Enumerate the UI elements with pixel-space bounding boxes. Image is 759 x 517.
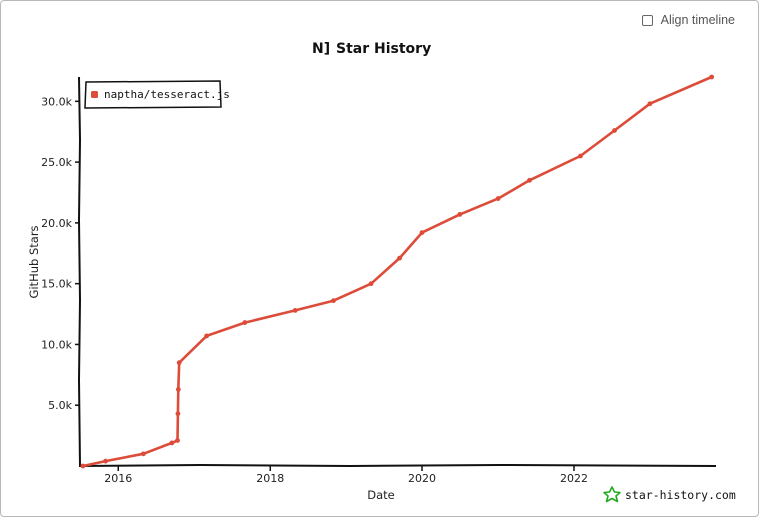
align-timeline-label: Align timeline (660, 13, 735, 27)
y-axis-line (77, 76, 82, 467)
data-point[interactable] (169, 440, 175, 446)
y-axis-ticks: 5.0k 10.0k 15.0k 20.0k 25.0k 30.0k (41, 95, 80, 412)
y-tick-label: 10.0k (41, 338, 72, 351)
x-axis-ticks: 2016 2018 2020 2022 (104, 466, 588, 485)
brand-text: star-history.com (625, 488, 736, 502)
x-axis-line (78, 463, 717, 468)
align-timeline-checkbox[interactable] (641, 14, 653, 26)
legend-box (84, 80, 222, 109)
chart-legend: naptha/tesseract.js (84, 80, 230, 109)
data-point[interactable] (80, 463, 86, 469)
chart-logo-icon: N] (312, 41, 330, 57)
data-point[interactable] (419, 230, 425, 236)
data-point[interactable] (397, 255, 402, 261)
data-point[interactable] (368, 281, 374, 287)
x-axis-label: Date (367, 488, 395, 502)
data-point[interactable] (527, 177, 532, 183)
align-timeline-toggle[interactable]: Align timeline (641, 13, 735, 27)
y-tick-label: 15.0k (41, 278, 72, 291)
data-point[interactable] (204, 333, 210, 339)
data-point[interactable] (175, 411, 181, 417)
series-line (81, 75, 713, 468)
x-tick-label: 2020 (408, 472, 436, 485)
data-point[interactable] (292, 308, 298, 313)
data-point[interactable] (176, 360, 182, 366)
chart-axes (77, 76, 717, 468)
y-tick-label: 5.0k (48, 399, 72, 412)
data-point[interactable] (175, 387, 181, 392)
data-point[interactable] (709, 74, 715, 80)
data-point[interactable] (242, 320, 248, 325)
y-tick-label: 25.0k (41, 156, 72, 169)
data-point[interactable] (103, 458, 108, 464)
x-tick-label: 2022 (560, 472, 588, 485)
x-tick-label: 2018 (256, 472, 284, 485)
series-layer (80, 74, 715, 469)
x-tick-label: 2016 (104, 472, 132, 485)
chart-title: Star History (336, 41, 431, 57)
data-point[interactable] (141, 451, 146, 457)
data-point[interactable] (612, 128, 617, 133)
data-point[interactable] (457, 211, 463, 217)
data-point[interactable] (578, 153, 583, 159)
y-tick-label: 20.0k (41, 217, 72, 230)
y-tick-label: 30.0k (41, 95, 72, 108)
data-point[interactable] (331, 298, 336, 304)
data-point[interactable] (495, 196, 501, 201)
data-point[interactable] (175, 438, 180, 443)
legend-swatch (91, 91, 98, 98)
star-logo-icon (603, 486, 621, 503)
legend-series-name: naptha/tesseract.js (104, 88, 230, 101)
y-axis-label: GitHub Stars (27, 225, 41, 298)
data-point[interactable] (647, 101, 653, 107)
brand-watermark[interactable]: star-history.com (603, 486, 736, 503)
